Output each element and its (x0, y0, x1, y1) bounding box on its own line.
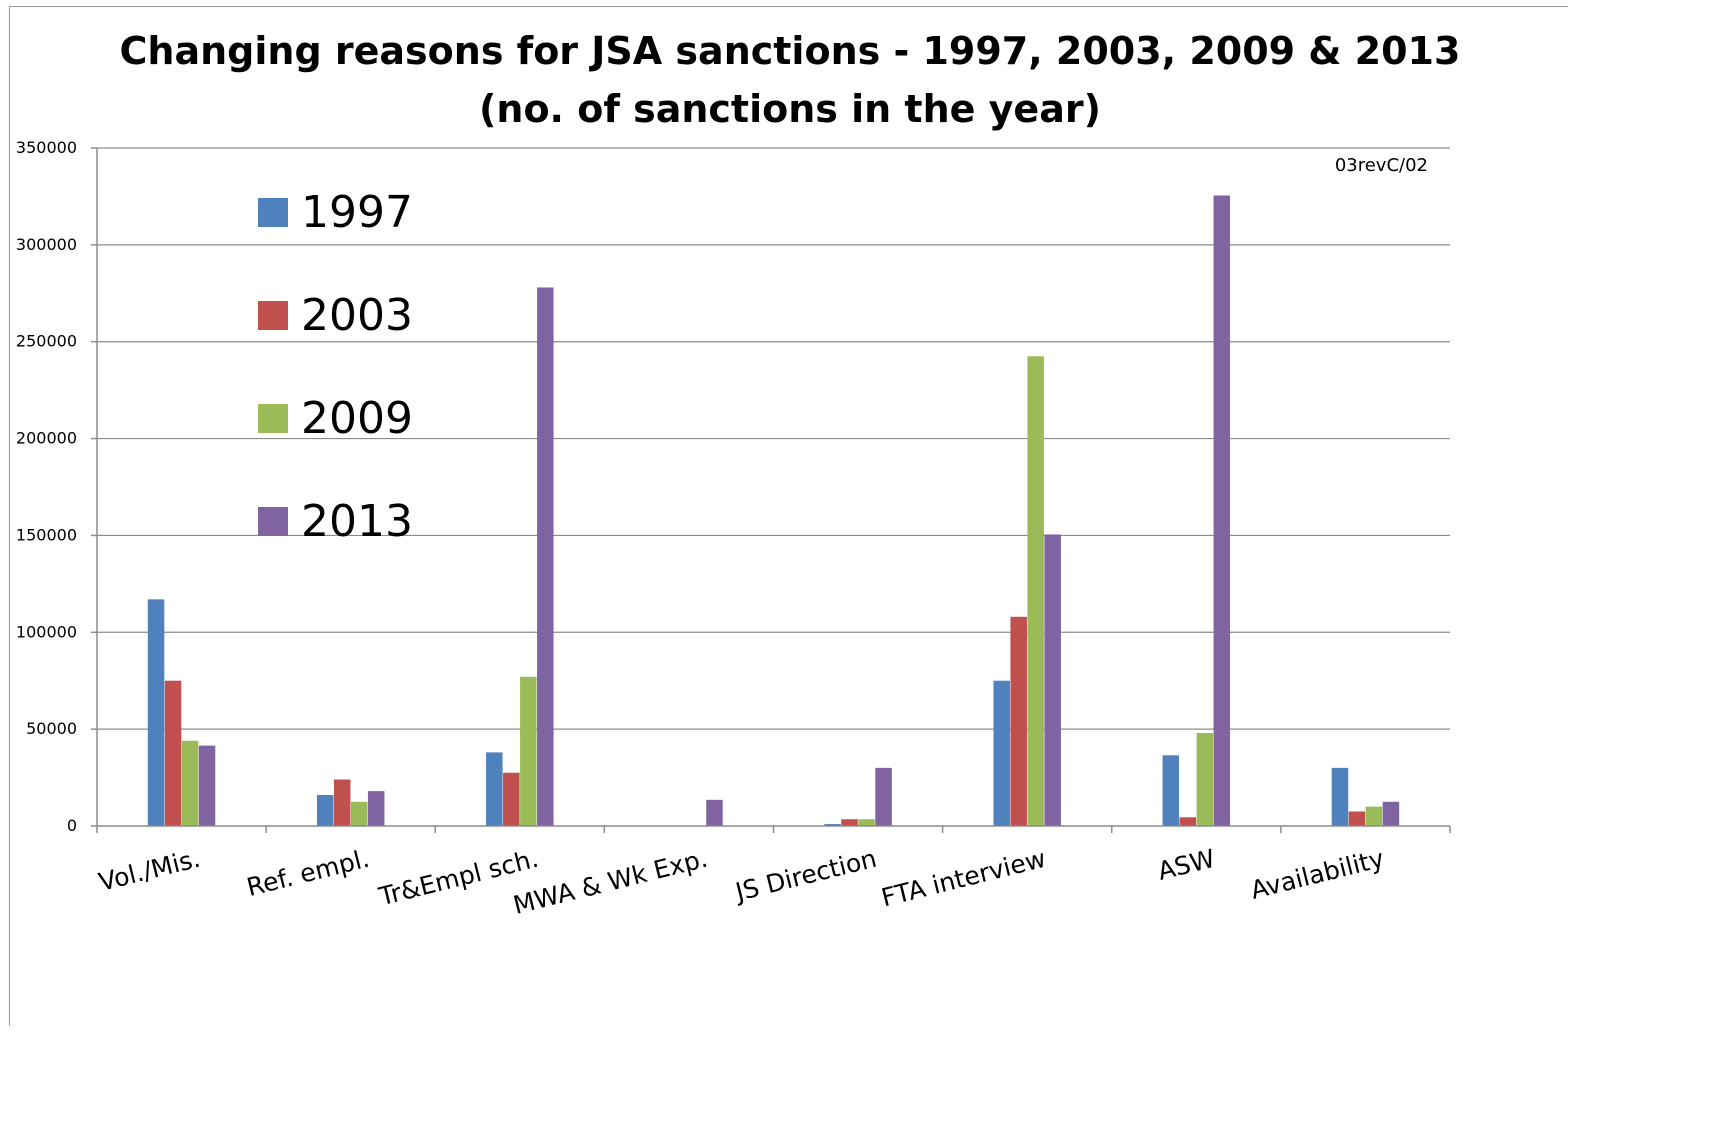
bar-2003-7 (1348, 811, 1366, 826)
bar-2013-7 (1382, 801, 1400, 826)
legend-swatch-2003 (258, 301, 288, 330)
bar-2003-6 (1179, 817, 1197, 826)
bar-1997-5 (993, 680, 1010, 826)
bar-2009-4 (858, 819, 875, 826)
bar-2009-7 (1365, 806, 1383, 826)
legend-swatch-2009 (258, 404, 288, 433)
y-tick-label: 50000 (26, 719, 77, 738)
x-category-label: ASW (1155, 844, 1218, 886)
x-category-label: Availability (1248, 844, 1387, 905)
chart-svg: Changing reasons for JSA sanctions - 199… (16, 29, 1461, 920)
bar-2003-0 (164, 680, 182, 826)
bar-2013-4 (875, 767, 892, 826)
bar-2003-5 (1010, 616, 1027, 826)
bar-2009-6 (1196, 733, 1214, 826)
bar-2003-2 (503, 772, 520, 826)
y-tick-label: 300000 (16, 235, 77, 254)
legend-label-2013: 2013 (301, 496, 413, 547)
bar-2013-2 (537, 287, 554, 827)
legend-label-2009: 2009 (301, 393, 413, 444)
y-tick-label: 100000 (16, 622, 77, 641)
bar-2013-3 (706, 799, 723, 826)
bar-2013-1 (367, 791, 385, 826)
bar-layer (147, 195, 1400, 827)
x-category-label: Ref. empl. (244, 844, 372, 902)
axis-layer: 0 50000 100000 150000 200000 250000 300000 3500… (16, 138, 1451, 920)
chart-annotation: 03revC/02 (1335, 155, 1428, 176)
bar-2009-1 (350, 801, 368, 826)
bar-2013-5 (1044, 534, 1061, 826)
bar-1997-0 (147, 599, 165, 826)
x-category-label: MWA & Wk Exp. (510, 844, 710, 920)
chart-subtitle: (no. of sanctions in the year) (479, 87, 1101, 131)
legend: 1997 2003 2009 2013 (258, 187, 413, 547)
bar-1997-1 (316, 795, 334, 826)
bar-1997-4 (824, 824, 841, 826)
chart-title: Changing reasons for JSA sanctions - 199… (120, 29, 1461, 73)
x-category-label: FTA interview (878, 844, 1048, 913)
legend-swatch-2013 (258, 507, 288, 536)
x-category-label: Vol./Mis. (96, 844, 203, 897)
bar-2013-0 (198, 745, 216, 826)
legend-label-2003: 2003 (301, 290, 413, 341)
y-tick-label: 200000 (16, 429, 77, 448)
y-tick-label: 350000 (16, 138, 77, 157)
y-tick-label: 250000 (16, 332, 77, 351)
bar-1997-2 (486, 752, 503, 826)
y-tick-label: 0 (67, 816, 77, 835)
grid-layer (97, 147, 1450, 730)
chart-frame (9, 6, 1568, 1026)
legend-label-1997: 1997 (301, 187, 413, 238)
x-category-label: JS Direction (731, 844, 880, 907)
bar-2009-5 (1027, 356, 1044, 826)
bar-1997-7 (1331, 767, 1349, 826)
bar-2009-2 (520, 676, 537, 826)
bar-2009-0 (181, 740, 199, 826)
legend-swatch-1997 (258, 198, 288, 227)
bar-2003-4 (841, 819, 858, 826)
bar-2003-1 (333, 779, 351, 826)
bar-2013-6 (1213, 195, 1231, 826)
y-tick-label: 150000 (16, 525, 77, 544)
bar-1997-6 (1162, 755, 1180, 826)
